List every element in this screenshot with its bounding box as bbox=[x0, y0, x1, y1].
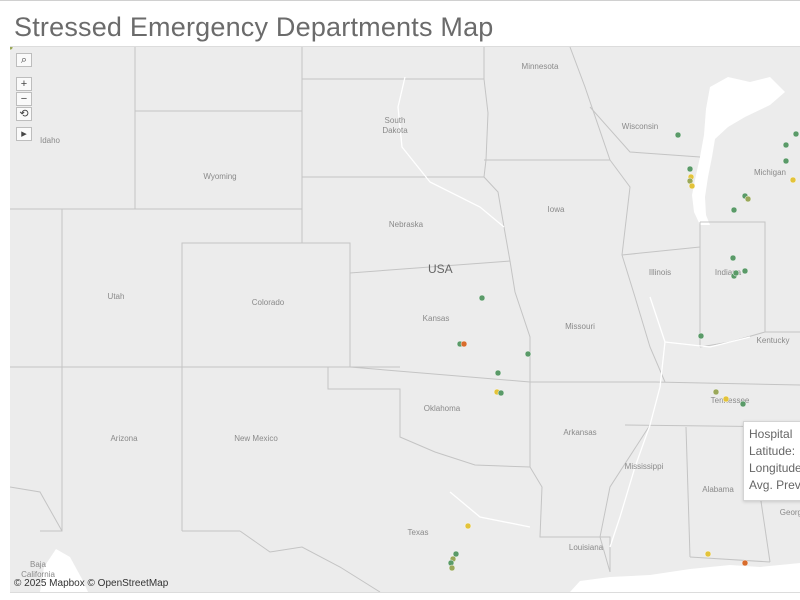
state-label: Baja California bbox=[21, 560, 55, 579]
page-title: Stressed Emergency Departments Map bbox=[14, 12, 494, 42]
hospital-point[interactable] bbox=[792, 130, 800, 138]
state-label: Idaho bbox=[40, 136, 61, 145]
state-label: Minnesota bbox=[522, 62, 559, 71]
hospital-point[interactable] bbox=[10, 47, 14, 51]
hospital-point[interactable] bbox=[744, 195, 752, 203]
expand-toolbar-button[interactable]: ▸ bbox=[16, 127, 32, 141]
state-label: Arkansas bbox=[563, 428, 596, 437]
map-canvas[interactable]: Minnesota South Dakota Wisconsin Michigan Wyo… bbox=[10, 47, 800, 592]
zoom-out-button[interactable]: − bbox=[16, 92, 32, 106]
state-label: Tennessee bbox=[711, 396, 750, 405]
state-label: Colorado bbox=[252, 298, 285, 307]
hospital-point[interactable] bbox=[712, 388, 720, 396]
bottom-divider bbox=[10, 592, 800, 593]
state-label: Mississippi bbox=[625, 462, 664, 471]
country-label-usa: USA bbox=[428, 262, 453, 276]
hospital-point[interactable] bbox=[697, 332, 705, 340]
hospital-point[interactable] bbox=[704, 550, 712, 558]
top-divider bbox=[0, 0, 800, 5]
state-label: Iowa bbox=[548, 205, 565, 214]
hospital-point[interactable] bbox=[478, 294, 486, 302]
hospital-point[interactable] bbox=[732, 269, 740, 277]
hospital-point[interactable] bbox=[741, 267, 749, 275]
hospital-point[interactable] bbox=[494, 369, 502, 377]
hospital-point[interactable] bbox=[722, 395, 730, 403]
reset-map-button[interactable]: ⟲ bbox=[16, 107, 32, 121]
hospital-point[interactable] bbox=[782, 141, 790, 149]
hospital-points[interactable] bbox=[10, 47, 800, 572]
hospital-point[interactable] bbox=[782, 157, 790, 165]
hospital-point[interactable] bbox=[497, 389, 505, 397]
hospital-point[interactable] bbox=[464, 522, 472, 530]
hospital-tooltip: Hospital Latitude: Longitude: Avg. Prev bbox=[743, 421, 800, 501]
state-label: Indiana bbox=[715, 268, 742, 277]
hospital-point[interactable] bbox=[729, 254, 737, 262]
map-labels: Minnesota South Dakota Wisconsin Michigan Wyo… bbox=[21, 62, 800, 579]
tooltip-avg-label: Avg. Prev bbox=[749, 478, 800, 492]
state-label: Wyoming bbox=[203, 172, 236, 181]
state-label: Oklahoma bbox=[424, 404, 461, 413]
state-label: Louisiana bbox=[569, 543, 604, 552]
state-label: Wisconsin bbox=[622, 122, 658, 131]
state-label: Utah bbox=[108, 292, 125, 301]
map-attribution[interactable]: © 2025 Mapbox © OpenStreetMap bbox=[14, 578, 169, 589]
state-label: Michigan bbox=[754, 168, 786, 177]
state-label: Arizona bbox=[110, 434, 138, 443]
state-label: Kansas bbox=[423, 314, 450, 323]
state-label: Nebraska bbox=[389, 220, 424, 229]
state-label: Texas bbox=[408, 528, 429, 537]
hospital-point[interactable] bbox=[688, 182, 696, 190]
state-label: New Mexico bbox=[234, 434, 278, 443]
hospital-point[interactable] bbox=[739, 400, 747, 408]
state-label: Alabama bbox=[702, 485, 734, 494]
hospital-point[interactable] bbox=[448, 564, 456, 572]
tooltip-longitude-label: Longitude: bbox=[749, 461, 800, 475]
tooltip-hospital-label: Hospital bbox=[749, 427, 793, 441]
hospital-point[interactable] bbox=[789, 176, 797, 184]
map-search-button[interactable]: ⌕ bbox=[16, 53, 32, 67]
state-label: Missouri bbox=[565, 322, 595, 331]
hospital-point[interactable] bbox=[730, 206, 738, 214]
hospital-point[interactable] bbox=[686, 165, 694, 173]
gulf-of-california bbox=[40, 549, 88, 592]
zoom-in-button[interactable]: + bbox=[16, 77, 32, 91]
map-view[interactable]: Minnesota South Dakota Wisconsin Michigan Wyo… bbox=[10, 46, 800, 592]
hospital-point[interactable] bbox=[460, 340, 468, 348]
lake-michigan bbox=[692, 77, 785, 225]
state-label: Georgia bbox=[780, 508, 800, 517]
hospital-point[interactable] bbox=[524, 350, 532, 358]
hospital-point[interactable] bbox=[741, 559, 749, 567]
state-label: Illinois bbox=[649, 268, 671, 277]
rivers bbox=[397, 76, 751, 548]
state-label: South Dakota bbox=[382, 116, 408, 135]
state-label: Kentucky bbox=[757, 336, 790, 345]
hospital-point[interactable] bbox=[674, 131, 682, 139]
tooltip-latitude-label: Latitude: bbox=[749, 444, 796, 458]
hospital-point[interactable] bbox=[452, 550, 460, 558]
gulf-of-mexico bbox=[570, 563, 800, 592]
